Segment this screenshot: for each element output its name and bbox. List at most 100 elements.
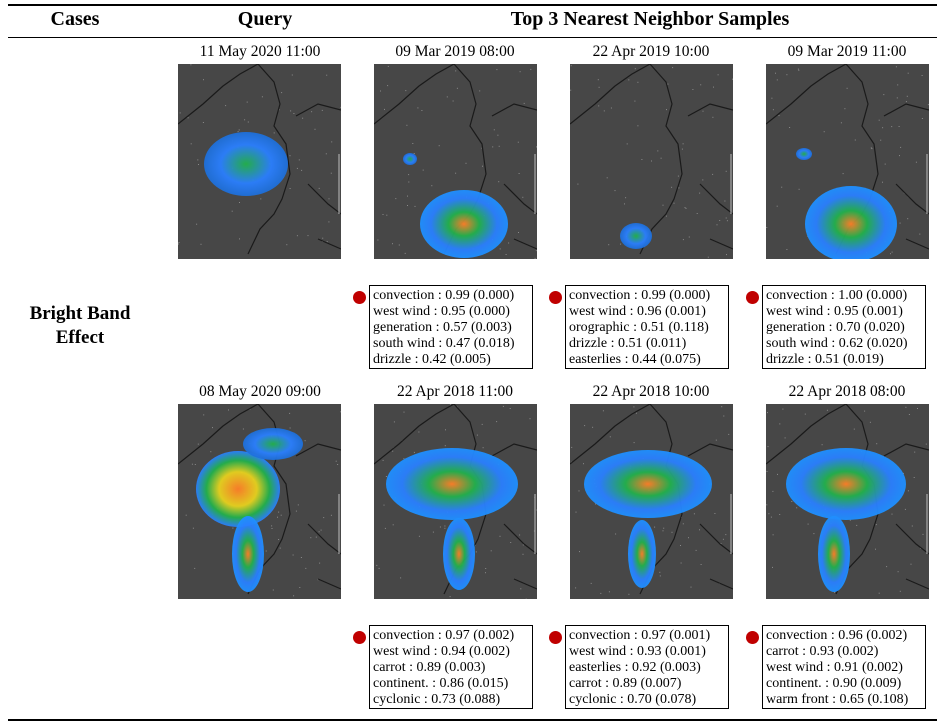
noise-speck bbox=[614, 190, 616, 192]
noise-speck bbox=[869, 421, 871, 423]
noise-speck bbox=[720, 543, 722, 545]
noise-speck bbox=[535, 250, 537, 252]
noise-speck bbox=[875, 524, 877, 526]
noise-speck bbox=[340, 106, 341, 108]
noise-speck bbox=[197, 159, 199, 161]
noise-speck bbox=[502, 405, 504, 407]
noise-speck bbox=[475, 551, 477, 553]
radar-echo bbox=[805, 186, 897, 259]
noise-speck bbox=[452, 100, 454, 102]
header-rule bbox=[8, 37, 937, 38]
noise-speck bbox=[330, 172, 332, 174]
noise-speck bbox=[699, 529, 700, 531]
noise-speck bbox=[225, 105, 227, 107]
noise-speck bbox=[455, 70, 457, 72]
label-line: easterlies : 0.44 (0.075) bbox=[569, 352, 701, 367]
noise-speck bbox=[395, 198, 397, 200]
query-date: 11 May 2020 11:00 bbox=[199, 43, 321, 60]
noise-speck bbox=[791, 501, 793, 502]
label-line: convection : 0.96 (0.002) bbox=[766, 628, 908, 643]
noise-speck bbox=[200, 243, 202, 245]
label-box: convection : 0.99 (0.000) west wind : 0.… bbox=[565, 285, 729, 369]
noise-speck bbox=[328, 198, 330, 200]
noise-speck bbox=[695, 549, 697, 551]
noise-speck bbox=[910, 563, 912, 565]
noise-speck bbox=[386, 214, 388, 216]
noise-speck bbox=[684, 207, 686, 209]
noise-speck bbox=[485, 568, 487, 569]
noise-speck bbox=[846, 87, 848, 89]
radar-echo bbox=[386, 448, 518, 520]
noise-speck bbox=[692, 89, 694, 90]
noise-speck bbox=[776, 79, 778, 81]
noise-speck bbox=[870, 147, 872, 149]
top-rule bbox=[8, 4, 937, 6]
coastline bbox=[178, 64, 341, 255]
noise-speck bbox=[699, 192, 701, 194]
noise-speck bbox=[906, 95, 908, 97]
noise-speck bbox=[299, 587, 301, 588]
noise-speck bbox=[380, 90, 381, 92]
radar-echo bbox=[420, 190, 508, 258]
noise-speck bbox=[886, 566, 888, 568]
marker-dot bbox=[549, 631, 562, 644]
noise-speck bbox=[700, 84, 702, 86]
radar-echo bbox=[196, 451, 280, 527]
noise-speck bbox=[702, 110, 704, 112]
noise-speck bbox=[536, 509, 537, 511]
noise-speck bbox=[387, 85, 389, 87]
noise-speck bbox=[767, 446, 769, 448]
noise-speck bbox=[291, 74, 293, 76]
noise-speck bbox=[798, 69, 800, 71]
noise-speck bbox=[625, 197, 627, 199]
noise-speck bbox=[496, 421, 498, 423]
label-line: west wind : 0.95 (0.000) bbox=[373, 304, 510, 319]
noise-speck bbox=[597, 79, 599, 81]
noise-speck bbox=[300, 557, 302, 558]
noise-speck bbox=[232, 527, 234, 529]
noise-speck bbox=[823, 131, 825, 133]
noise-speck bbox=[311, 111, 313, 113]
noise-speck bbox=[485, 572, 486, 574]
label-line: generation : 0.70 (0.020) bbox=[766, 320, 905, 335]
marker-dot bbox=[353, 631, 366, 644]
neighbor-radar-map bbox=[766, 404, 929, 599]
noise-speck bbox=[237, 131, 239, 133]
radar-echo bbox=[818, 516, 850, 592]
noise-speck bbox=[297, 504, 299, 506]
noise-speck bbox=[584, 425, 586, 427]
noise-speck bbox=[662, 204, 664, 206]
noise-speck bbox=[203, 414, 205, 416]
noise-speck bbox=[319, 562, 321, 564]
noise-speck bbox=[493, 129, 495, 131]
noise-speck bbox=[899, 155, 900, 157]
noise-speck bbox=[900, 146, 902, 148]
noise-speck bbox=[187, 117, 189, 119]
noise-speck bbox=[766, 227, 768, 228]
case-label: Bright Band Effect bbox=[10, 302, 150, 350]
noise-speck bbox=[895, 66, 897, 68]
label-line: south wind : 0.47 (0.018) bbox=[373, 336, 515, 351]
noise-speck bbox=[914, 451, 916, 453]
label-line: west wind : 0.96 (0.001) bbox=[569, 304, 706, 319]
noise-speck bbox=[197, 443, 199, 445]
noise-speck bbox=[634, 68, 636, 70]
noise-speck bbox=[662, 530, 664, 532]
noise-speck bbox=[712, 173, 714, 175]
coastline bbox=[178, 404, 341, 595]
noise-speck bbox=[335, 460, 337, 462]
noise-speck bbox=[407, 205, 408, 206]
noise-speck bbox=[915, 161, 917, 163]
marker-dot bbox=[746, 631, 759, 644]
noise-speck bbox=[271, 525, 273, 527]
noise-speck bbox=[876, 443, 878, 445]
noise-speck bbox=[696, 213, 698, 214]
label-box: convection : 0.99 (0.000) west wind : 0.… bbox=[369, 285, 533, 369]
radar-echo bbox=[243, 428, 303, 460]
noise-speck bbox=[261, 96, 263, 98]
label-line: west wind : 0.93 (0.001) bbox=[569, 644, 706, 659]
noise-speck bbox=[271, 528, 273, 529]
noise-speck bbox=[403, 458, 405, 460]
noise-speck bbox=[690, 586, 692, 588]
noise-speck bbox=[533, 530, 535, 532]
